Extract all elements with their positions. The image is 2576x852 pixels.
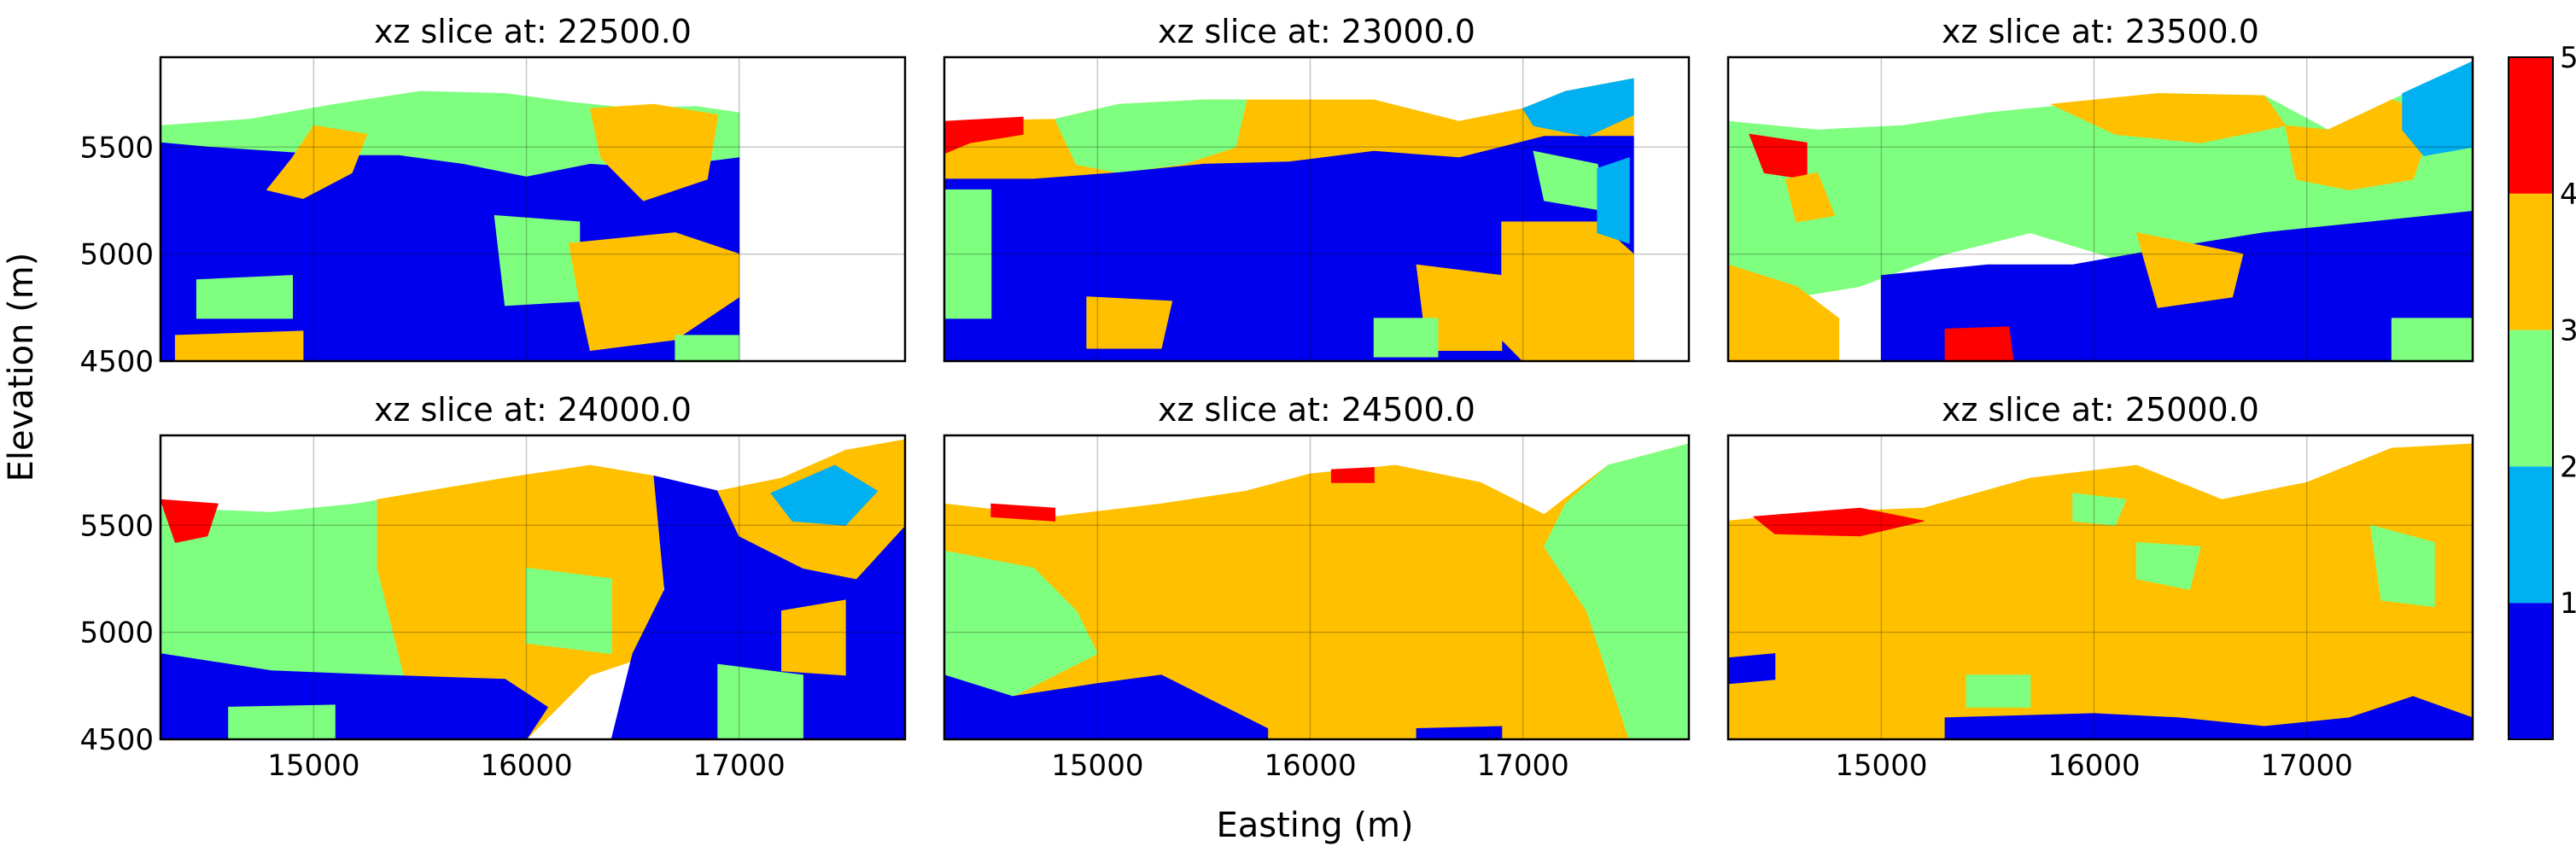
category-region [1373,318,1439,358]
category-region [944,116,1024,155]
panel-title: xz slice at: 24500.0 [1158,391,1475,429]
category-region [1522,78,1634,137]
panel-body [161,439,905,739]
y-tick-label: 4500 [79,723,154,757]
category-region [1944,326,2014,361]
colorbar-tick-label: 4 [2560,178,2576,212]
category-region [2391,318,2473,361]
category-region [161,499,219,543]
category-region [944,674,1269,739]
category-region [990,503,1056,522]
category-region [770,464,879,526]
colorbar-band [2509,330,2553,467]
y-axis-label: Elevation (m) [2,253,41,482]
panel-frame [159,55,907,363]
category-region [944,189,992,319]
category-region [196,275,293,319]
category-region [568,232,740,352]
panel-title: xz slice at: 23500.0 [1942,13,2259,50]
category-region [1728,264,1840,361]
y-tick-label: 5000 [79,238,154,272]
category-region [589,103,719,201]
colorbar-band [2509,466,2553,604]
x-tick-label: 17000 [2261,749,2353,783]
y-tick-label: 4500 [79,345,154,379]
x-tick-label: 15000 [1835,749,1927,783]
category-region [2369,524,2435,608]
colorbar-tick-label: 5 [2560,41,2576,75]
category-region [1330,467,1375,483]
panel-body [1728,61,2473,361]
panel-3: xz slice at: 23500.0 [1726,13,2474,363]
colorbar-band [2509,193,2553,330]
x-tick-label: 16000 [1264,749,1356,783]
panel-title: xz slice at: 25000.0 [1942,391,2259,429]
category-region [781,599,846,676]
panel-frame [159,434,907,741]
panel-frame [1726,434,2474,741]
panel-1: xz slice at: 22500.0 4500 5000 5500 [79,13,907,379]
category-region [494,214,581,306]
category-region [1785,172,1836,223]
category-region [717,663,803,739]
x-tick-label: 17000 [1477,749,1569,783]
category-region [1752,507,1925,537]
category-region [2135,541,2201,591]
panel-frame [1726,55,2474,363]
panel-body [944,443,1689,739]
x-tick-label: 16000 [2047,749,2140,783]
category-region [1501,221,1634,361]
category-region [1054,99,1247,173]
category-region [1544,443,1689,739]
panel-title: xz slice at: 23000.0 [1158,13,1475,50]
panel-6: xz slice at: 25000.0 15000 16000 17000 [1726,391,2474,783]
panel-title: xz slice at: 24000.0 [374,391,692,429]
category-region [2135,231,2244,308]
panel-title: xz slice at: 22500.0 [374,13,692,50]
y-tick-label: 5500 [79,131,154,165]
category-region [526,567,612,655]
category-region [2072,493,2127,526]
panel-frame [943,55,1691,363]
colorbar-band [2509,57,2553,194]
category-region [1086,296,1173,349]
category-region [1728,653,1776,685]
panel-5: xz slice at: 24500.0 15000 16000 17000 [943,391,1691,783]
panel-body [1728,443,2473,739]
category-region [1728,443,2473,739]
colorbar-tick-label: 1 [2560,586,2576,621]
category-region [1597,157,1630,244]
colorbar-band [2509,603,2553,739]
x-tick-label: 17000 [693,749,786,783]
x-tick-label: 15000 [267,749,359,783]
panel-frame [943,434,1691,741]
category-region [944,443,1689,739]
category-region [174,330,304,361]
category-region [1416,726,1503,739]
x-axis-label: Easting (m) [1216,806,1413,845]
panel-body [944,78,1634,361]
colorbar-tick-label: 3 [2560,314,2576,348]
panel-body [161,90,740,361]
colorbar-tick-label: 2 [2560,450,2576,484]
colorbar-frame [2508,56,2554,740]
x-tick-label: 16000 [480,749,572,783]
y-tick-label: 5500 [79,509,154,543]
panel-4: xz slice at: 24000.0 4500 5000 5500 15000 160… [79,391,907,783]
colorbar: 1 2 3 4 5 [2508,41,2576,740]
x-tick-label: 15000 [1051,749,1143,783]
category-region [675,335,740,361]
category-region [228,704,336,739]
category-region [944,550,1099,697]
category-region [1944,696,2473,739]
category-region [1966,674,2031,708]
panel-2: xz slice at: 23000.0 [943,13,1691,363]
y-tick-label: 5000 [79,616,154,651]
category-region [2402,61,2473,156]
category-region [266,125,368,200]
